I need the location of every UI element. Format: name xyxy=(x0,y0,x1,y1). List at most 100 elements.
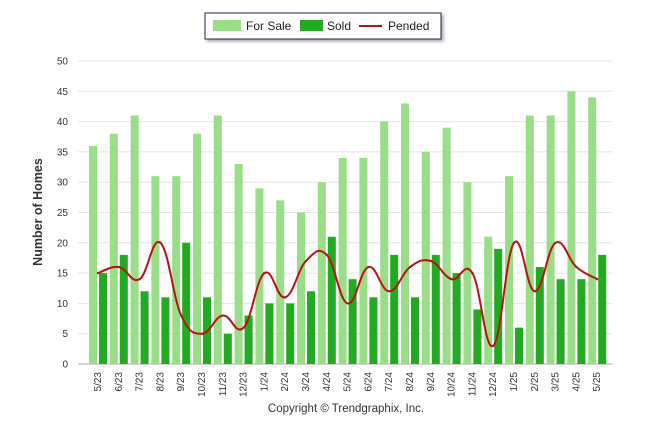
x-tick-label: 9/24 xyxy=(426,372,437,392)
bar-sold[interactable] xyxy=(99,273,107,364)
bar-for-sale[interactable] xyxy=(421,151,430,364)
bar-sold[interactable] xyxy=(556,279,565,364)
copyright-text: Copyright © Trendgraphix, Inc. xyxy=(268,403,424,415)
bar-for-sale[interactable] xyxy=(172,176,181,364)
pended-point[interactable] xyxy=(96,271,100,275)
y-tick-label: 15 xyxy=(57,269,69,280)
pended-point[interactable] xyxy=(450,277,453,281)
bar-sold[interactable] xyxy=(223,333,232,364)
pended-point[interactable] xyxy=(159,241,162,244)
bar-sold[interactable] xyxy=(327,236,336,364)
bar-sold[interactable] xyxy=(265,303,274,364)
bars xyxy=(89,91,607,365)
pended-point[interactable] xyxy=(429,259,432,263)
bar-for-sale[interactable] xyxy=(401,103,409,365)
x-tick-label: 1/24 xyxy=(259,372,270,392)
pended-point[interactable] xyxy=(221,314,224,317)
legend-item-for-sale[interactable]: For Sale xyxy=(213,19,292,33)
pended-point[interactable] xyxy=(367,265,370,269)
pended-point[interactable] xyxy=(325,253,328,257)
x-tick-label: 3/25 xyxy=(551,372,562,392)
pended-point[interactable] xyxy=(575,265,578,269)
x-tick-label: 7/24 xyxy=(384,372,395,392)
bar-sold[interactable] xyxy=(473,309,482,364)
bar-sold[interactable] xyxy=(431,254,440,364)
bar-sold[interactable] xyxy=(140,291,149,364)
pended-point[interactable] xyxy=(200,332,204,335)
pended-point[interactable] xyxy=(388,290,391,293)
x-axis-ticks: 5/23 6/23 7/23 8/23 9/23 10/23 11/23 12/23 1/24 2… xyxy=(93,372,603,397)
pended-point[interactable] xyxy=(138,277,141,281)
legend-swatch-for-sale xyxy=(213,20,241,31)
bar-sold[interactable] xyxy=(390,254,399,364)
bar-sold[interactable] xyxy=(244,315,253,364)
bar-sold[interactable] xyxy=(182,242,191,364)
y-tick-label: 20 xyxy=(57,238,69,249)
x-tick-label: 11/24 xyxy=(467,372,478,397)
bar-sold[interactable] xyxy=(411,297,419,364)
pended-point[interactable] xyxy=(471,271,474,275)
x-tick-label: 5/24 xyxy=(343,372,354,392)
bar-sold[interactable] xyxy=(494,248,503,364)
x-tick-label: 12/24 xyxy=(488,372,499,397)
pended-point[interactable] xyxy=(242,326,245,329)
pended-point[interactable] xyxy=(492,344,495,348)
bar-for-sale[interactable] xyxy=(380,121,389,364)
legend-item-sold[interactable]: Sold xyxy=(300,19,351,33)
bar-for-sale[interactable] xyxy=(130,115,139,364)
bar-for-sale[interactable] xyxy=(255,188,264,364)
bar-sold[interactable] xyxy=(577,279,586,364)
bar-for-sale[interactable] xyxy=(338,157,347,364)
bar-for-sale[interactable] xyxy=(442,127,451,364)
y-axis-ticks: 0 5 10 15 20 25 30 35 40 45 50 xyxy=(57,57,69,371)
pended-point[interactable] xyxy=(533,290,536,293)
bar-sold[interactable] xyxy=(598,254,607,364)
bar-sold[interactable] xyxy=(515,327,523,364)
bar-for-sale[interactable] xyxy=(484,236,493,364)
pended-point[interactable] xyxy=(284,296,287,299)
bar-for-sale[interactable] xyxy=(109,133,118,364)
x-tick-label: 5/23 xyxy=(93,372,104,392)
bar-sold[interactable] xyxy=(161,297,170,364)
x-tick-label: 10/23 xyxy=(197,372,208,397)
bar-sold[interactable] xyxy=(307,291,315,364)
bar-for-sale[interactable] xyxy=(297,212,305,365)
pended-point[interactable] xyxy=(346,302,349,305)
legend-label-pended: Pended xyxy=(388,19,429,33)
pended-point[interactable] xyxy=(408,265,412,269)
bar-for-sale[interactable] xyxy=(505,176,513,364)
pended-point[interactable] xyxy=(596,277,599,281)
bar-sold[interactable] xyxy=(452,273,461,364)
x-tick-label: 2/24 xyxy=(280,372,291,392)
bar-sold[interactable] xyxy=(119,254,128,364)
bar-for-sale[interactable] xyxy=(317,182,326,364)
legend-item-pended[interactable]: Pended xyxy=(359,19,429,33)
bar-sold[interactable] xyxy=(286,303,295,364)
pended-point[interactable] xyxy=(512,241,516,244)
bar-for-sale[interactable] xyxy=(276,200,285,364)
y-tick-label: 30 xyxy=(57,178,69,189)
pended-point[interactable] xyxy=(304,259,308,263)
bar-for-sale[interactable] xyxy=(463,182,472,364)
pended-point[interactable] xyxy=(117,265,121,269)
x-tick-label: 10/24 xyxy=(447,372,458,397)
bar-for-sale[interactable] xyxy=(151,176,160,364)
pended-point[interactable] xyxy=(263,271,266,275)
x-tick-label: 1/25 xyxy=(509,372,520,392)
bar-for-sale[interactable] xyxy=(234,164,243,364)
bar-sold[interactable] xyxy=(369,297,378,364)
bar-sold[interactable] xyxy=(535,267,544,364)
x-tick-label: 12/23 xyxy=(239,372,250,397)
bar-sold[interactable] xyxy=(348,279,357,364)
bar-for-sale[interactable] xyxy=(525,115,534,364)
bar-for-sale[interactable] xyxy=(546,115,555,364)
pended-point[interactable] xyxy=(180,314,183,317)
bar-for-sale[interactable] xyxy=(567,91,576,365)
bar-for-sale[interactable] xyxy=(89,145,97,364)
bar-for-sale[interactable] xyxy=(588,97,597,365)
bar-for-sale[interactable] xyxy=(193,133,201,364)
bar-for-sale[interactable] xyxy=(359,157,368,364)
pended-point[interactable] xyxy=(554,241,557,244)
bar-for-sale[interactable] xyxy=(213,115,222,364)
